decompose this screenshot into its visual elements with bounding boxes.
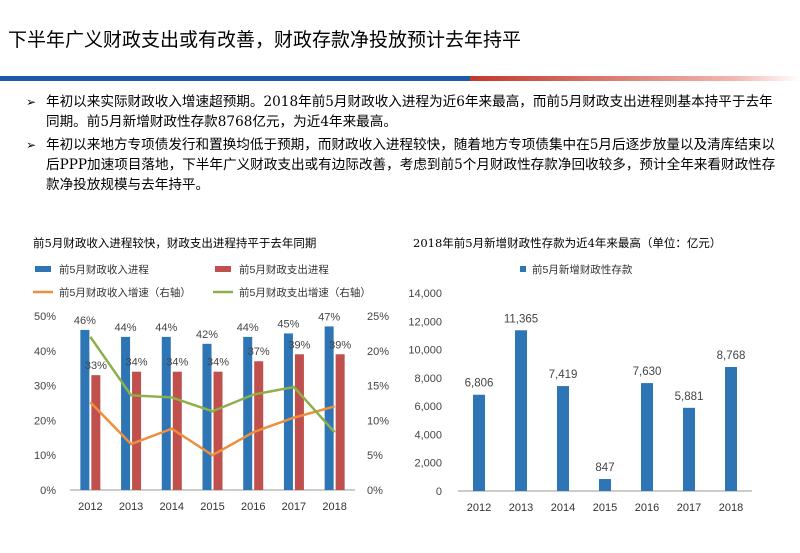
- x-tick: 2012: [467, 502, 491, 514]
- y-tick-right: 15%: [367, 381, 389, 393]
- bar-fiscal-deposit: [599, 479, 611, 491]
- page-title: 下半年广义财政支出或有改善，财政存款净投放预计去年持平: [8, 29, 522, 51]
- legend-label: 前5月财政支出进程: [239, 263, 329, 276]
- y-tick: 6,000: [414, 401, 442, 413]
- x-tick: 2018: [719, 502, 743, 514]
- y-tick-right: 25%: [367, 311, 389, 323]
- x-tick: 2014: [551, 502, 575, 514]
- legend-label: 前5月新增财政性存款: [532, 263, 633, 276]
- legend-label: 前5月财政收入进程: [59, 263, 149, 276]
- y-tick: 8,000: [414, 373, 442, 385]
- bar-expenditure-progress: [132, 371, 142, 490]
- x-tick: 2017: [282, 501, 306, 513]
- y-tick: 0: [436, 486, 442, 498]
- data-label-expenditure: 37%: [248, 346, 270, 358]
- chart2-svg: 前5月新增财政性存款 0 2,000 4,000 6,000 8,000 10,000 12,…: [408, 263, 752, 514]
- data-label: 11,365: [504, 313, 538, 325]
- x-tick: 2015: [200, 501, 224, 513]
- data-label: 5,881: [675, 391, 704, 403]
- y-tick: 12,000: [408, 316, 442, 328]
- bullet-text: 年初以来实际财政收入增速超预期。2018年前5月财政收入进程为近6年来最高，而前…: [46, 94, 773, 130]
- data-label-revenue: 46%: [74, 315, 96, 327]
- bar-expenditure-progress: [294, 354, 304, 490]
- x-tick: 2014: [160, 501, 184, 513]
- y-tick-left: 40%: [34, 346, 56, 358]
- arrow-bullet-icon: ➢: [26, 95, 37, 109]
- y-tick-left: 10%: [34, 450, 56, 462]
- bar-revenue-progress: [202, 343, 212, 490]
- x-tick: 2018: [322, 501, 346, 513]
- x-tick: 2012: [78, 501, 102, 513]
- y-tick-right: 10%: [367, 415, 389, 427]
- data-label-expenditure: 33%: [85, 360, 107, 372]
- data-label: 7,419: [549, 369, 578, 381]
- legend-swatch: [215, 266, 231, 272]
- data-label-revenue: 45%: [277, 318, 299, 330]
- x-tick: 2015: [593, 502, 617, 514]
- bar-fiscal-deposit: [515, 330, 527, 491]
- data-label-expenditure: 39%: [288, 339, 310, 351]
- bullet-item: ➢ 年初以来实际财政收入增速超预期。2018年前5月财政收入进程为近6年来最高，…: [24, 92, 784, 132]
- legend-swatch: [35, 266, 51, 272]
- bar-fiscal-deposit: [641, 383, 653, 491]
- bar-fiscal-deposit: [557, 386, 569, 491]
- y-tick-left: 20%: [34, 415, 56, 427]
- data-label-revenue: 44%: [237, 322, 259, 334]
- data-label-revenue: 44%: [155, 322, 177, 334]
- bar-revenue-progress: [121, 336, 131, 490]
- legend-label: 前5月财政收入增速（右轴）: [59, 286, 191, 299]
- x-tick: 2016: [635, 502, 659, 514]
- x-tick: 2013: [509, 502, 533, 514]
- bar-fiscal-deposit: [473, 394, 485, 491]
- data-label-revenue: 42%: [196, 329, 218, 341]
- legend-label: 前5月财政支出增速（右轴）: [239, 286, 371, 299]
- bar-fiscal-deposit: [683, 407, 695, 491]
- x-tick: 2017: [677, 502, 701, 514]
- y-tick-left: 50%: [34, 311, 56, 323]
- chart2-title: 2018年前5月新增财政性存款为近4年来最高（单位：亿元）: [413, 236, 722, 250]
- y-tick-right: 5%: [367, 450, 383, 462]
- bullet-item: ➢ 年初以来地方专项债发行和置换均低于预期，而财政收入进程较快，随着地方专项债集…: [24, 135, 784, 195]
- y-tick: 10,000: [408, 345, 442, 357]
- data-label-revenue: 44%: [115, 322, 137, 334]
- data-label: 847: [595, 462, 614, 474]
- y-tick: 14,000: [408, 288, 442, 300]
- x-tick: 2013: [119, 501, 143, 513]
- bar-expenditure-progress: [213, 371, 223, 490]
- data-label: 8,768: [717, 350, 746, 362]
- y-tick: 2,000: [414, 458, 442, 470]
- data-label-expenditure: 34%: [126, 357, 148, 369]
- bar-expenditure-progress: [91, 375, 101, 490]
- bar-revenue-progress: [161, 336, 171, 490]
- title-divider: [0, 76, 800, 81]
- data-label: 6,806: [465, 378, 494, 390]
- chart1-title: 前5月财政收入进程较快，财政支出进程持平于去年同期: [33, 236, 317, 250]
- x-tick: 2016: [241, 501, 265, 513]
- y-tick-right: 20%: [367, 346, 389, 358]
- bullet-text: 年初以来地方专项债发行和置换均低于预期，而财政收入进程较快，随着地方专项债集中在…: [46, 137, 776, 193]
- y-tick-left: 0%: [40, 485, 56, 497]
- line-expenditure-growth: [89, 336, 336, 434]
- bullet-list: ➢ 年初以来实际财政收入增速超预期。2018年前5月财政收入进程为近6年来最高，…: [24, 92, 784, 198]
- data-label: 7,630: [633, 366, 662, 378]
- bar-revenue-progress: [243, 336, 253, 490]
- arrow-bullet-icon: ➢: [26, 138, 37, 152]
- bar-expenditure-progress: [335, 354, 345, 490]
- data-label-expenditure: 34%: [207, 357, 229, 369]
- y-tick-right: 0%: [367, 485, 383, 497]
- data-label-revenue: 47%: [318, 311, 340, 323]
- bar-revenue-progress: [80, 329, 90, 490]
- bar-revenue-progress: [283, 333, 293, 490]
- data-label-expenditure: 34%: [166, 357, 188, 369]
- bar-expenditure-progress: [254, 361, 264, 490]
- line-revenue-growth: [89, 401, 335, 457]
- y-tick: 4,000: [414, 429, 442, 441]
- legend-swatch: [520, 266, 526, 272]
- data-label-expenditure: 39%: [329, 339, 351, 351]
- bar-fiscal-deposit: [725, 366, 737, 491]
- y-tick-left: 30%: [34, 381, 56, 393]
